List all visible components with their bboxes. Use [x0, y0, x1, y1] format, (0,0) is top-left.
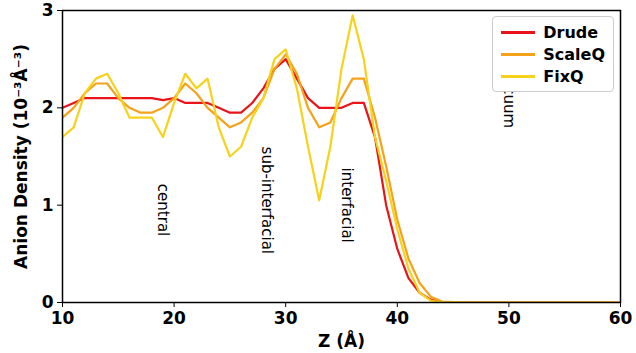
- html-text:Drude: Drude: [543, 22, 599, 42]
- svg-text:40: 40: [385, 308, 409, 328]
- html-text:FixQ: FixQ: [543, 66, 584, 86]
- svg-text:Anion Density (10⁻³Å⁻³): Anion Density (10⁻³Å⁻³): [9, 44, 31, 269]
- svg-text:1: 1: [42, 195, 54, 215]
- svg-text:20: 20: [162, 308, 186, 328]
- svg-text:0: 0: [41, 291, 54, 312]
- svg-text:50: 50: [497, 308, 521, 328]
- svg-text:central: central: [154, 184, 172, 236]
- svg-text:3: 3: [42, 0, 54, 20]
- html-text:ScaleQ: ScaleQ: [543, 44, 605, 64]
- svg-text:30: 30: [274, 308, 298, 328]
- svg-text:interfacial: interfacial: [338, 168, 356, 243]
- svg-text:vacuum: vacuum: [500, 68, 519, 129]
- svg-text:60: 60: [609, 308, 633, 328]
- svg-text:10: 10: [51, 308, 75, 328]
- svg-text:Z (Å): Z (Å): [318, 329, 365, 351]
- svg-text:sub-interfacial: sub-interfacial: [258, 147, 276, 254]
- svg-text:2: 2: [42, 97, 54, 117]
